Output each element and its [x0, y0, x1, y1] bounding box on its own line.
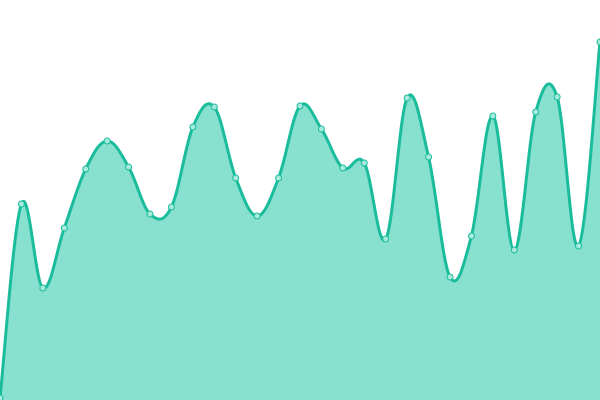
data-point-28	[596, 38, 600, 46]
data-point-17	[360, 159, 368, 167]
data-point-24	[510, 246, 518, 254]
data-point-18	[382, 235, 390, 243]
data-point-20	[425, 153, 433, 161]
data-point-8	[167, 203, 175, 211]
data-point-26	[553, 93, 561, 101]
data-point-2	[39, 284, 47, 292]
data-point-12	[253, 212, 261, 220]
data-point-5	[103, 137, 111, 145]
data-point-0	[0, 394, 4, 400]
series-line	[0, 41, 600, 399]
data-point-27	[575, 242, 583, 250]
data-point-3	[60, 224, 68, 232]
data-point-21	[446, 273, 454, 281]
data-point-23	[489, 112, 497, 120]
data-point-1	[17, 200, 25, 208]
data-point-4	[82, 165, 90, 173]
data-point-6	[125, 163, 133, 171]
data-point-7	[146, 210, 154, 218]
data-point-13	[275, 174, 283, 182]
data-point-10	[210, 103, 218, 111]
data-point-14	[296, 102, 304, 110]
data-point-25	[532, 108, 540, 116]
data-point-11	[232, 174, 240, 182]
data-point-9	[189, 123, 197, 131]
data-point-22	[467, 232, 475, 240]
data-point-16	[339, 164, 347, 172]
area-fill	[0, 42, 600, 400]
data-point-15	[317, 125, 325, 133]
data-points	[0, 38, 600, 400]
data-point-19	[403, 94, 411, 102]
